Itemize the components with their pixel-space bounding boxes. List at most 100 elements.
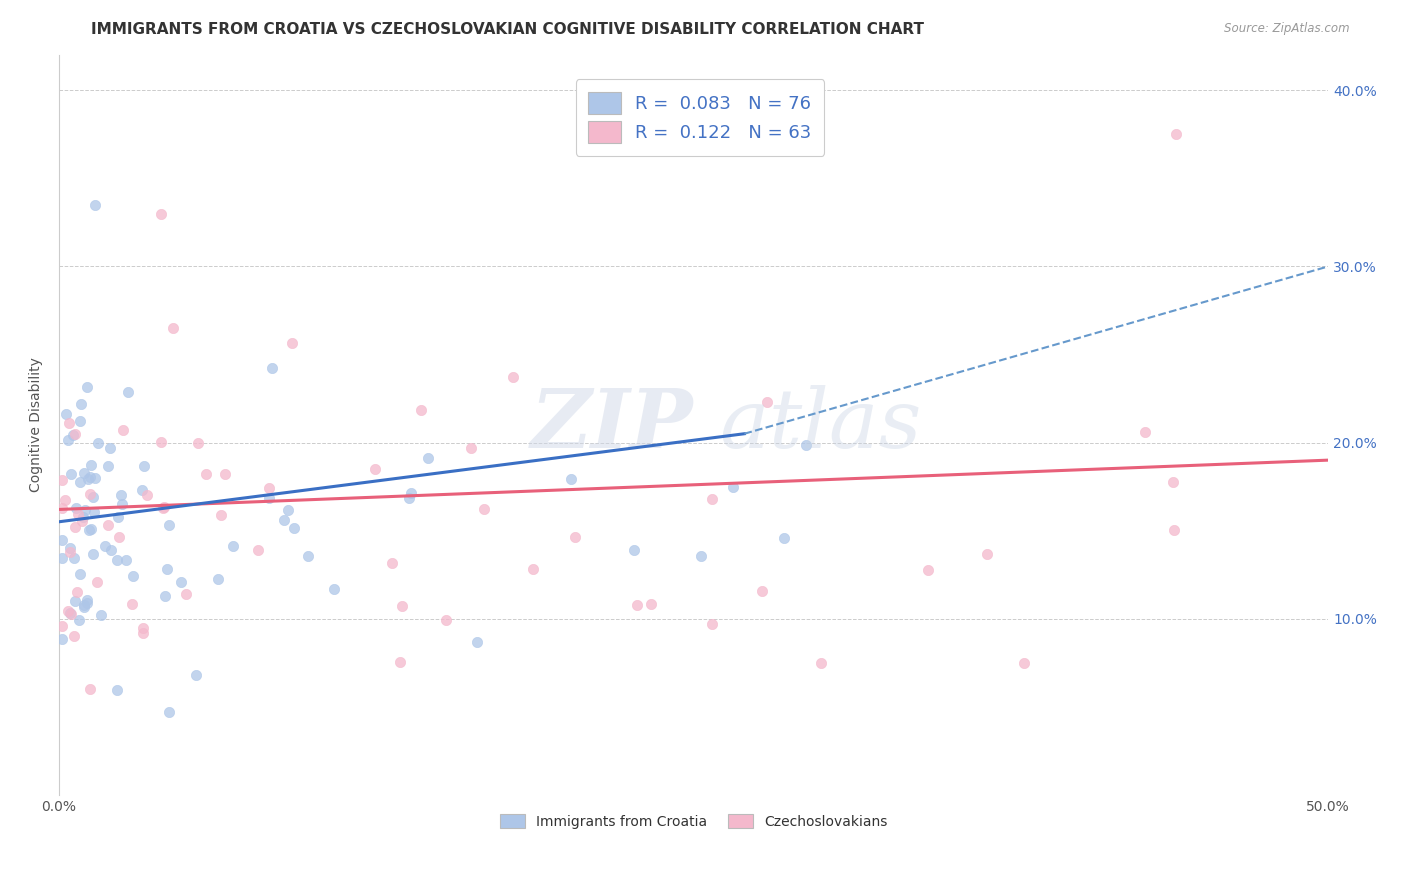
Point (564, 530, 586, 544)
Point (222, 539, 245, 553)
Point (62, 428, 84, 442)
Point (66, 585, 89, 599)
Point (65, 500, 87, 515)
Text: IMMIGRANTS FROM CROATIA VS CZECHOSLOVAKIAN COGNITIVE DISABILITY CORRELATION CHAR: IMMIGRANTS FROM CROATIA VS CZECHOSLOVAKI… (91, 22, 924, 37)
Point (184, 667, 207, 681)
Point (131, 626, 153, 640)
Point (399, 486, 422, 500)
Point (162, 321, 184, 335)
Point (257, 491, 280, 505)
Point (70, 397, 93, 411)
Point (135, 488, 157, 502)
Point (700, 616, 723, 631)
Point (53, 493, 76, 508)
Point (756, 395, 779, 409)
Point (157, 517, 180, 532)
Point (97, 517, 120, 532)
Point (194, 467, 217, 482)
Point (388, 656, 411, 670)
Point (1161, 475, 1184, 490)
Point (465, 635, 488, 649)
Point (917, 564, 939, 578)
Point (246, 542, 269, 557)
Point (121, 597, 143, 611)
Point (810, 656, 832, 670)
Point (62, 550, 84, 565)
Point (1012, 656, 1035, 670)
Point (111, 497, 134, 511)
Point (90, 607, 112, 622)
Point (398, 491, 420, 506)
Point (75, 503, 97, 517)
Point (56, 434, 79, 448)
Point (76, 472, 98, 486)
Point (122, 568, 145, 582)
Point (472, 501, 495, 516)
Text: atlas: atlas (718, 385, 921, 465)
Point (131, 483, 153, 497)
Point (502, 369, 524, 384)
Point (83, 198, 105, 212)
Point (82, 490, 104, 504)
Point (623, 542, 645, 557)
Point (796, 438, 818, 452)
Point (1164, 128, 1187, 142)
Point (297, 549, 319, 563)
Point (560, 471, 582, 485)
Point (51, 473, 73, 487)
Point (721, 480, 744, 494)
Legend: Immigrants from Croatia, Czechoslovakians: Immigrants from Croatia, Czechoslovakian… (494, 807, 894, 836)
Point (364, 461, 387, 475)
Point (283, 521, 305, 535)
Point (522, 561, 544, 575)
Point (63, 594, 86, 608)
Point (76, 592, 98, 607)
Point (100, 542, 122, 557)
Point (59, 545, 82, 559)
Point (70, 514, 93, 528)
Point (157, 705, 180, 719)
Point (69, 566, 91, 581)
Point (773, 532, 796, 546)
Point (65, 520, 87, 534)
Point (322, 582, 344, 596)
Point (152, 501, 174, 516)
Point (60, 607, 83, 621)
Y-axis label: Cognitive Disability: Cognitive Disability (30, 358, 44, 492)
Point (58, 604, 80, 618)
Point (626, 598, 648, 612)
Point (690, 549, 713, 564)
Point (1133, 425, 1156, 439)
Point (62, 629, 84, 643)
Point (80, 458, 103, 472)
Point (51, 619, 73, 633)
Point (66, 508, 89, 522)
Point (73, 466, 96, 480)
Point (79, 681, 101, 696)
Point (152, 500, 174, 514)
Point (97, 458, 120, 473)
Point (107, 509, 129, 524)
Point (72, 600, 94, 615)
Point (112, 423, 135, 437)
Point (82, 548, 104, 562)
Point (174, 587, 197, 601)
Point (77, 523, 100, 537)
Point (273, 513, 295, 527)
Point (117, 384, 139, 399)
Point (110, 488, 132, 502)
Point (409, 403, 432, 417)
Point (391, 599, 413, 613)
Point (260, 360, 283, 375)
Point (87, 436, 110, 450)
Point (207, 572, 229, 586)
Point (418, 450, 440, 465)
Point (98, 442, 121, 456)
Point (51, 550, 73, 565)
Point (73, 598, 96, 612)
Point (55, 407, 77, 421)
Point (259, 481, 281, 495)
Point (59, 467, 82, 482)
Point (94, 539, 117, 553)
Point (115, 553, 138, 567)
